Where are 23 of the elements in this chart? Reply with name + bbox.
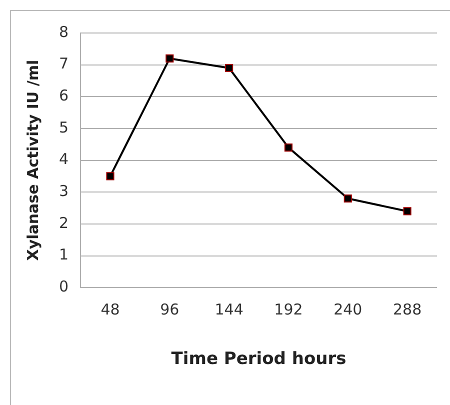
y-tick-label: 3 <box>58 182 69 200</box>
y-tick-label: 0 <box>58 277 69 296</box>
x-tick-label: 144 <box>214 300 244 318</box>
x-tick-label: 96 <box>160 300 180 318</box>
y-tick-label: 8 <box>58 22 69 41</box>
point <box>225 64 234 72</box>
y-tick-label: 5 <box>58 118 69 136</box>
point <box>284 144 293 152</box>
point <box>403 207 412 216</box>
y-tick-label: 6 <box>58 86 69 105</box>
point <box>344 194 352 203</box>
y-tick-label: 1 <box>58 246 69 264</box>
x-axis-title: Time Period hours <box>171 349 346 370</box>
y-tick-label: 2 <box>58 214 69 232</box>
x-tick-label: 288 <box>392 300 422 318</box>
point <box>106 172 114 180</box>
y-tick-label: 7 <box>58 54 69 73</box>
x-tick-label: 192 <box>274 300 303 318</box>
y-axis-title: Xylanase Activity IU /ml <box>24 60 42 261</box>
point <box>166 54 174 62</box>
x-tick-label: 48 <box>100 300 120 318</box>
x-tick-label: 240 <box>334 300 362 318</box>
y-tick-label: 4 <box>58 150 69 168</box>
